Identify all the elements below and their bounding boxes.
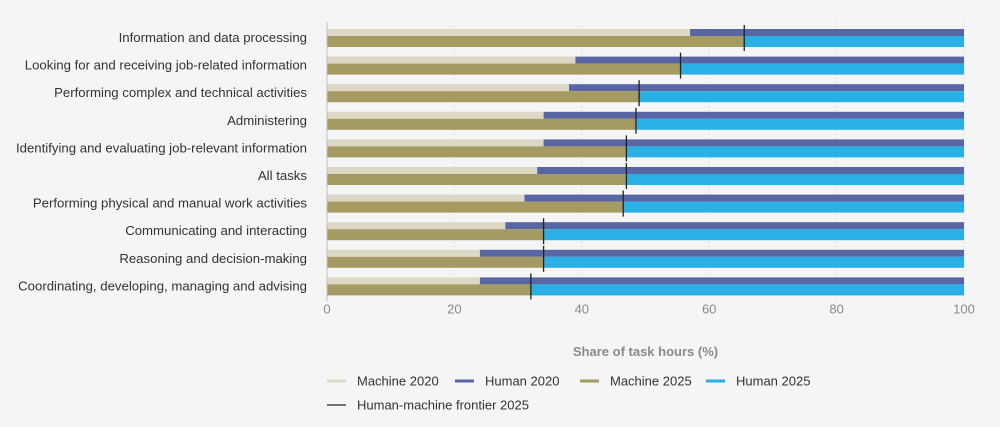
bar-human-2025 (623, 201, 964, 213)
bar-machine-2025 (327, 256, 544, 268)
bar-human-2025 (543, 256, 964, 268)
bar-machine-2025 (327, 118, 636, 130)
category-label: Identifying and evaluating job-relevant … (16, 140, 307, 155)
bar-machine-2025 (327, 146, 627, 158)
bar-human-2020 (690, 29, 964, 36)
bar-machine-2025 (327, 36, 745, 47)
bar-human-2020 (479, 249, 964, 257)
bar-machine-2025 (327, 229, 544, 241)
bar-machine-2020 (327, 167, 538, 174)
bar-machine-2020 (327, 139, 544, 147)
x-tick-label: 60 (702, 301, 716, 316)
category-label: Coordinating, developing, managing and a… (18, 278, 307, 293)
x-tick-label: 80 (829, 301, 843, 316)
category-label: Communicating and interacting (125, 223, 307, 238)
bar-human-2025 (530, 284, 964, 296)
bar-human-2020 (575, 56, 964, 64)
category-label: Administering (227, 113, 307, 128)
bar-machine-2020 (327, 222, 506, 230)
bar-machine-2020 (327, 249, 480, 257)
bar-human-2020 (505, 222, 964, 230)
bar-machine-2025 (327, 201, 624, 213)
category-label: All tasks (258, 168, 308, 183)
category-label: Performing complex and technical activit… (54, 85, 307, 100)
legend-label: Machine 2025 (610, 374, 692, 389)
bar-human-2020 (543, 111, 964, 119)
bar-human-2025 (626, 174, 964, 185)
bar-machine-2025 (327, 91, 640, 103)
bar-machine-2025 (327, 284, 531, 296)
bars (327, 29, 964, 296)
category-label: Information and data processing (119, 30, 307, 45)
bar-machine-2020 (327, 29, 691, 36)
bar-human-2020 (537, 167, 964, 174)
bar-human-2025 (680, 63, 964, 75)
bar-machine-2025 (327, 174, 627, 185)
bar-human-2020 (479, 277, 964, 285)
x-tick-label: 0 (323, 301, 330, 316)
frontier-markers (530, 25, 745, 300)
x-tick-label: 40 (575, 301, 589, 316)
x-tick-labels: 0 20 40 60 80 100 (323, 301, 974, 316)
bar-human-2020 (524, 194, 964, 202)
bar-human-2020 (569, 84, 964, 92)
bar-human-2025 (744, 36, 964, 47)
bar-machine-2020 (327, 277, 480, 285)
bar-human-2025 (626, 146, 964, 158)
legend: Machine 2020 Human 2020 Machine 2025 Human … (327, 374, 810, 413)
legend-label: Machine 2020 (357, 374, 439, 389)
bar-human-2025 (543, 229, 964, 241)
bar-machine-2020 (327, 84, 570, 92)
bar-machine-2025 (327, 63, 681, 75)
x-axis-title: Share of task hours (%) (573, 344, 718, 359)
category-label: Performing physical and manual work acti… (33, 196, 308, 211)
legend-label: Human-machine frontier 2025 (357, 398, 529, 413)
bar-human-2025 (635, 118, 964, 130)
bar-human-2020 (543, 139, 964, 147)
bar-human-2025 (639, 91, 964, 103)
category-label: Reasoning and decision-making (119, 251, 307, 266)
category-label: Looking for and receiving job-related in… (25, 58, 307, 73)
legend-label: Human 2020 (485, 374, 559, 389)
category-labels: Information and data processing Looking f… (16, 30, 307, 293)
x-tick-label: 20 (447, 301, 461, 316)
bar-machine-2020 (327, 111, 544, 119)
x-tick-label: 100 (953, 301, 975, 316)
bar-machine-2020 (327, 194, 525, 202)
legend-label: Human 2025 (736, 374, 810, 389)
bar-machine-2020 (327, 56, 576, 64)
